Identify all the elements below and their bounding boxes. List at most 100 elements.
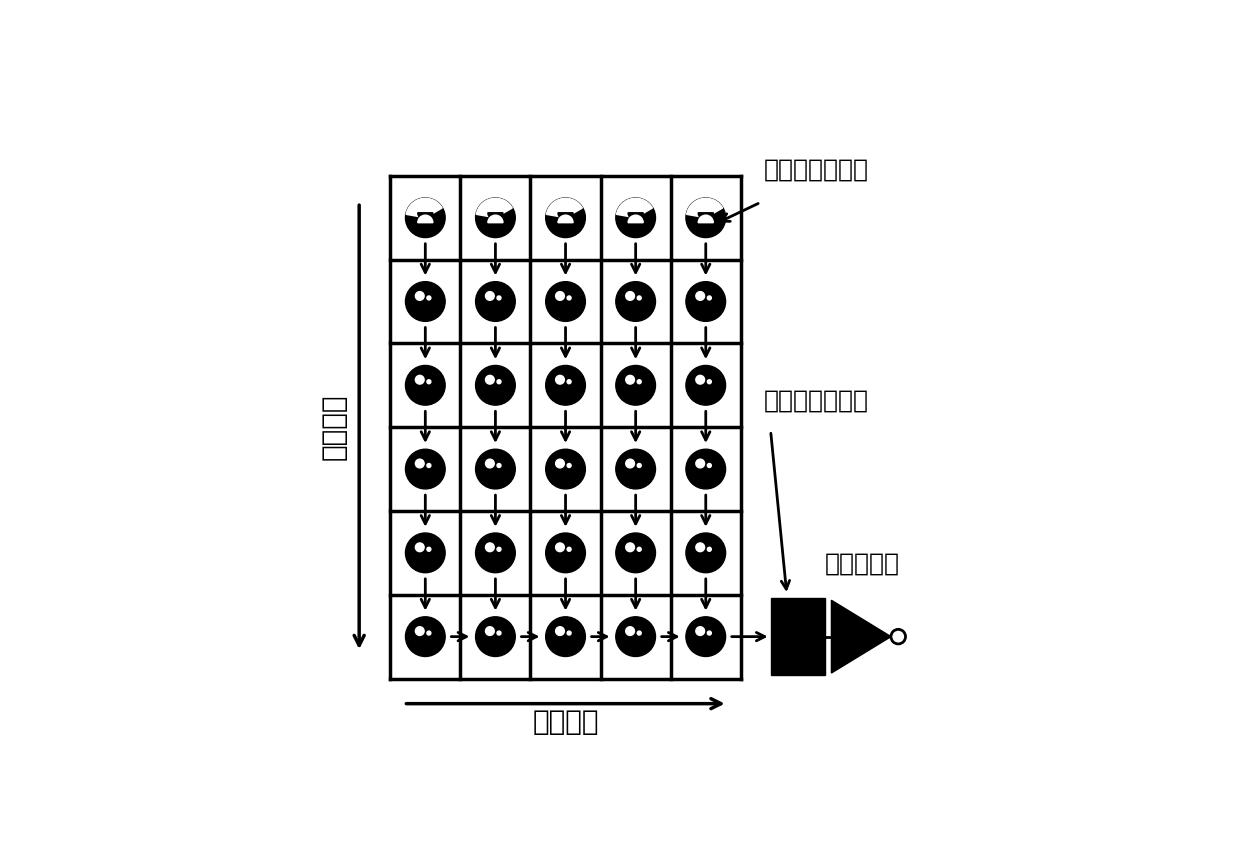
Circle shape (616, 282, 655, 321)
Circle shape (626, 375, 634, 384)
Circle shape (626, 460, 634, 468)
Circle shape (707, 547, 711, 551)
Circle shape (415, 627, 424, 636)
Circle shape (476, 617, 515, 656)
Circle shape (637, 631, 642, 635)
Circle shape (476, 449, 515, 489)
Circle shape (497, 464, 501, 467)
Wedge shape (686, 198, 722, 217)
Circle shape (616, 533, 655, 573)
Circle shape (476, 533, 515, 573)
Circle shape (686, 365, 726, 405)
Circle shape (545, 365, 585, 405)
Circle shape (616, 198, 655, 238)
Circle shape (626, 543, 634, 551)
Circle shape (555, 291, 564, 301)
Circle shape (545, 617, 585, 656)
Circle shape (637, 296, 642, 300)
Circle shape (707, 464, 711, 467)
Wedge shape (546, 198, 582, 217)
Text: 水平传输: 水平传输 (533, 708, 598, 735)
Wedge shape (418, 215, 432, 222)
Circle shape (415, 543, 424, 551)
Circle shape (476, 365, 515, 405)
Text: 光子转换为电子: 光子转换为电子 (764, 157, 869, 181)
Circle shape (497, 631, 501, 635)
Circle shape (555, 543, 564, 551)
Circle shape (686, 617, 726, 656)
Circle shape (616, 365, 655, 405)
Circle shape (707, 631, 711, 635)
Circle shape (486, 291, 494, 301)
Circle shape (567, 464, 571, 467)
Circle shape (567, 547, 571, 551)
Circle shape (696, 627, 705, 636)
Text: 垂直传输: 垂直传输 (320, 394, 348, 460)
Wedge shape (628, 215, 643, 222)
Circle shape (405, 198, 445, 238)
Wedge shape (617, 198, 653, 217)
Circle shape (696, 291, 705, 301)
Circle shape (891, 630, 906, 644)
Circle shape (545, 533, 585, 573)
Circle shape (545, 449, 585, 489)
Circle shape (486, 375, 494, 384)
Circle shape (555, 460, 564, 468)
Circle shape (405, 533, 445, 573)
Circle shape (567, 296, 571, 300)
Circle shape (427, 547, 431, 551)
Circle shape (555, 375, 564, 384)
Circle shape (626, 291, 634, 301)
Circle shape (427, 296, 431, 300)
Wedge shape (488, 213, 503, 220)
Wedge shape (476, 198, 512, 217)
Circle shape (616, 617, 655, 656)
Circle shape (405, 449, 445, 489)
Circle shape (405, 365, 445, 405)
Circle shape (545, 198, 585, 238)
Circle shape (567, 380, 571, 384)
Circle shape (637, 380, 642, 384)
Wedge shape (699, 213, 714, 220)
Circle shape (555, 627, 564, 636)
Circle shape (476, 282, 515, 321)
Circle shape (637, 464, 642, 467)
Wedge shape (558, 215, 574, 222)
Circle shape (405, 282, 445, 321)
Circle shape (415, 375, 424, 384)
Circle shape (497, 380, 501, 384)
Circle shape (686, 449, 726, 489)
Circle shape (696, 543, 705, 551)
Circle shape (497, 296, 501, 300)
Circle shape (486, 543, 494, 551)
Circle shape (476, 198, 515, 238)
Circle shape (415, 460, 424, 468)
Wedge shape (488, 215, 503, 222)
Wedge shape (628, 213, 643, 220)
Bar (771, 598, 825, 675)
Circle shape (686, 533, 726, 573)
Circle shape (427, 631, 431, 635)
Circle shape (427, 464, 431, 467)
Wedge shape (699, 215, 714, 222)
Text: 电子转换为电压: 电子转换为电压 (764, 389, 869, 412)
Circle shape (686, 282, 726, 321)
Circle shape (427, 380, 431, 384)
Circle shape (686, 198, 726, 238)
Circle shape (626, 627, 634, 636)
Circle shape (486, 627, 494, 636)
Circle shape (696, 460, 705, 468)
Circle shape (707, 296, 711, 300)
Circle shape (415, 291, 424, 301)
Circle shape (405, 617, 445, 656)
Circle shape (707, 380, 711, 384)
Circle shape (486, 460, 494, 468)
Polygon shape (831, 600, 891, 673)
Circle shape (696, 375, 705, 384)
Circle shape (637, 547, 642, 551)
Circle shape (616, 449, 655, 489)
Wedge shape (558, 213, 574, 220)
Wedge shape (418, 213, 432, 220)
Text: 输出放大器: 输出放大器 (825, 551, 900, 576)
Wedge shape (406, 198, 442, 217)
